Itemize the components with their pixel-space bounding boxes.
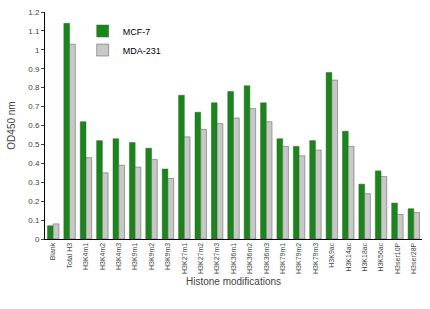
svg-text:H3K9m3: H3K9m3 <box>164 243 171 270</box>
svg-text:0.2: 0.2 <box>28 197 40 206</box>
svg-text:0.1: 0.1 <box>28 216 40 225</box>
svg-text:MDA-231: MDA-231 <box>123 46 161 56</box>
svg-text:H3K4m1: H3K4m1 <box>82 243 89 270</box>
svg-text:H3K56ac: H3K56ac <box>377 242 384 271</box>
svg-text:H3K36m3: H3K36m3 <box>263 243 270 274</box>
svg-text:1.2: 1.2 <box>28 8 40 17</box>
svg-text:H3K36m2: H3K36m2 <box>246 243 253 274</box>
svg-text:H3K79m2: H3K79m2 <box>295 243 302 274</box>
svg-text:1.1: 1.1 <box>28 27 40 36</box>
svg-text:H3K27m3: H3K27m3 <box>213 243 220 274</box>
svg-text:H3K9m1: H3K9m1 <box>131 243 138 270</box>
svg-text:H3K27m2: H3K27m2 <box>197 243 204 274</box>
svg-text:H3K14ac: H3K14ac <box>345 242 352 271</box>
svg-text:H3K79m3: H3K79m3 <box>312 243 319 274</box>
svg-text:H3ser28P: H3ser28P <box>410 242 417 273</box>
svg-text:Total H3: Total H3 <box>66 243 73 269</box>
svg-text:Histone modifications: Histone modifications <box>186 276 281 287</box>
svg-text:H3K4m3: H3K4m3 <box>115 243 122 270</box>
svg-text:H3ser10P: H3ser10P <box>394 242 401 273</box>
svg-text:H3K4m2: H3K4m2 <box>99 243 106 270</box>
svg-text:H3K18ac: H3K18ac <box>361 242 368 271</box>
svg-text:MCF-7: MCF-7 <box>123 27 151 37</box>
svg-text:0.7: 0.7 <box>28 102 40 111</box>
svg-text:H3K79m1: H3K79m1 <box>279 243 286 274</box>
svg-text:0.8: 0.8 <box>28 83 40 92</box>
svg-text:0.3: 0.3 <box>28 178 40 187</box>
svg-text:0.6: 0.6 <box>28 121 40 130</box>
svg-text:Blank: Blank <box>49 242 56 260</box>
svg-text:H3K27m1: H3K27m1 <box>181 243 188 274</box>
svg-text:0.4: 0.4 <box>28 159 40 168</box>
svg-text:H3K9m2: H3K9m2 <box>148 243 155 270</box>
svg-text:1: 1 <box>35 46 40 55</box>
svg-text:0.9: 0.9 <box>28 65 40 74</box>
svg-text:OD450 nm: OD450 nm <box>6 101 17 149</box>
svg-text:H3K36m1: H3K36m1 <box>230 243 237 274</box>
svg-text:0: 0 <box>35 235 40 244</box>
svg-text:H3K9ac: H3K9ac <box>328 242 335 267</box>
svg-text:0.5: 0.5 <box>28 140 40 149</box>
